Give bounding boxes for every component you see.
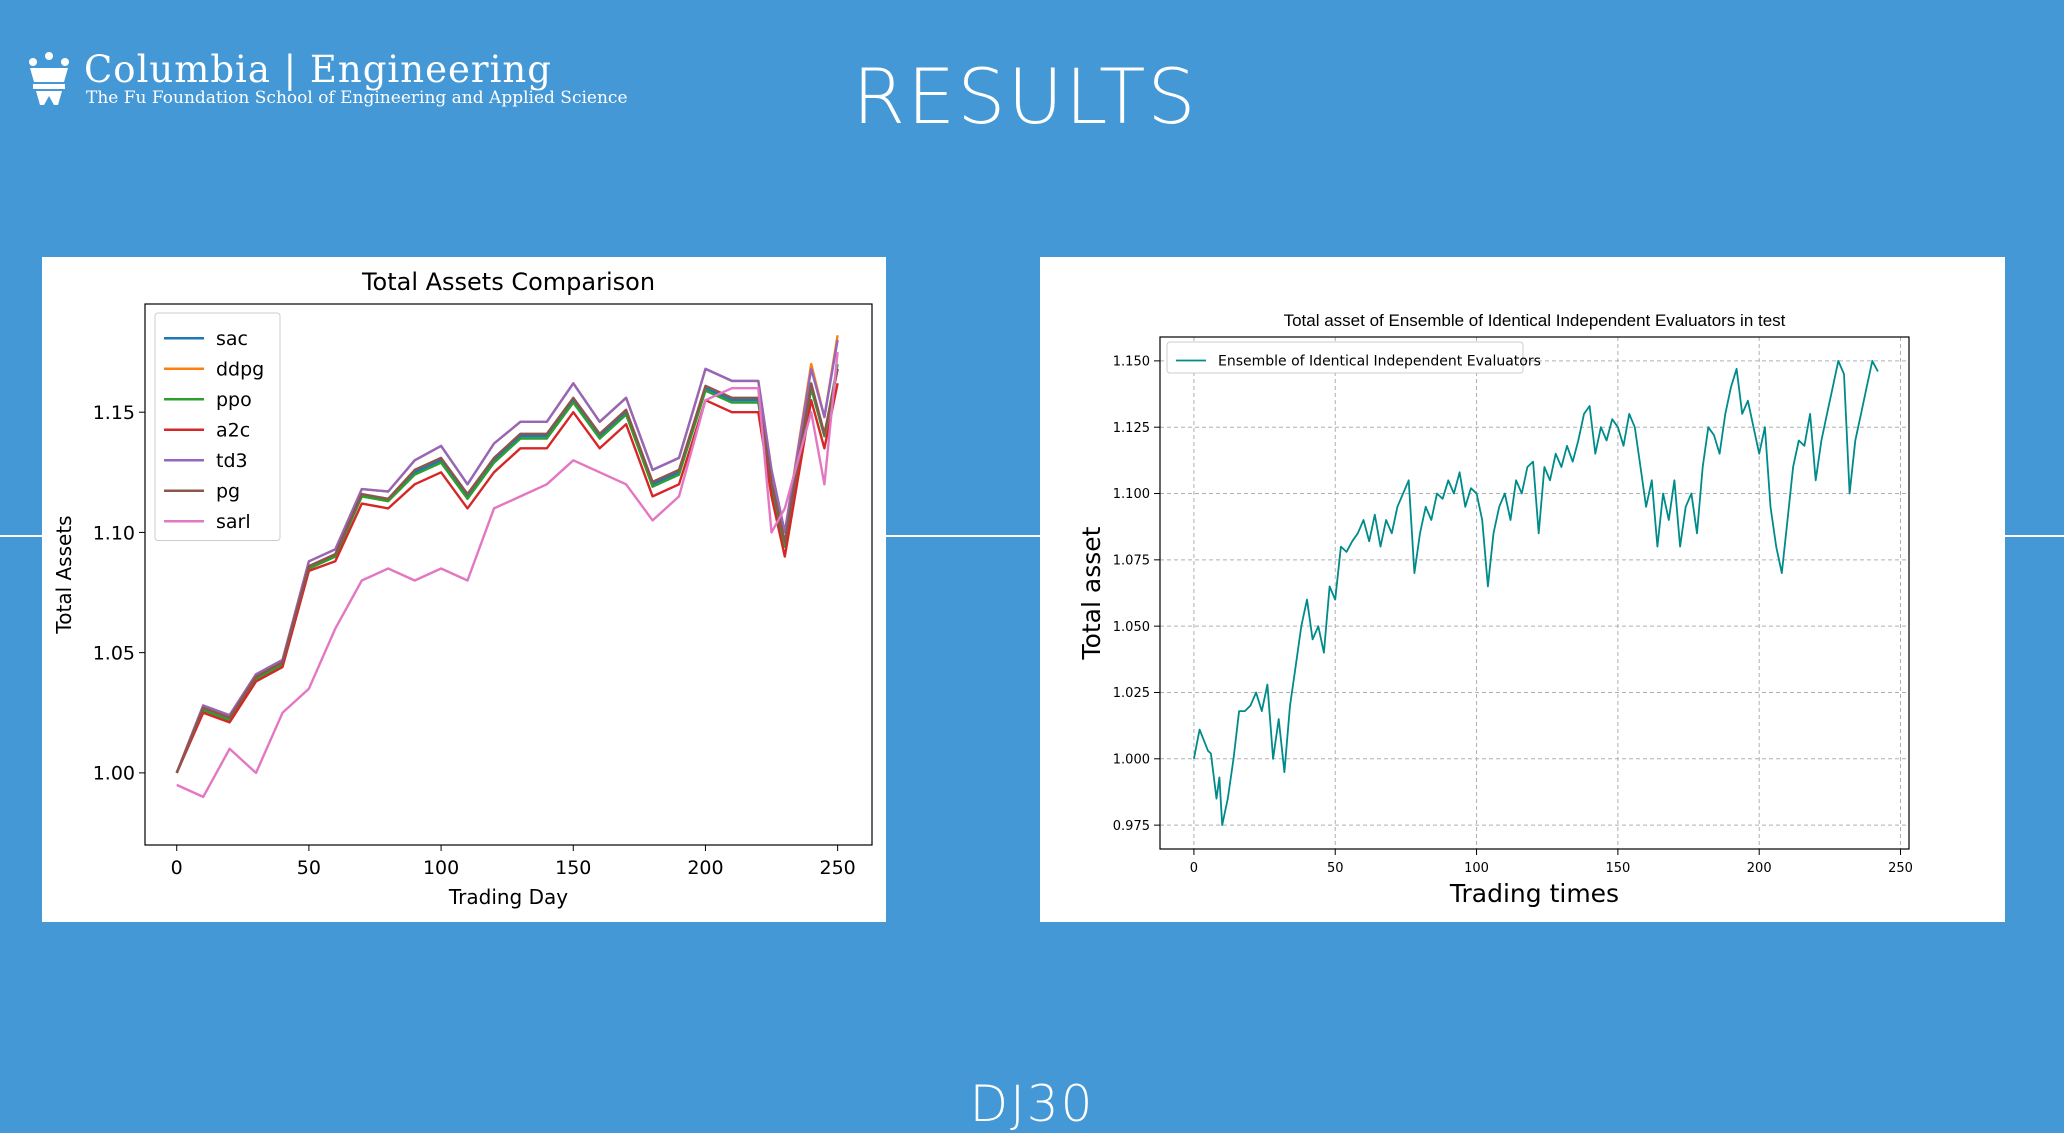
y-tick-label: 1.05 [93, 642, 135, 664]
x-tick-label: 50 [297, 857, 321, 879]
divider-line-middle [886, 535, 1040, 537]
x-tick-label: 100 [423, 857, 459, 879]
y-tick-label: 0.975 [1113, 819, 1150, 834]
crown-icon [29, 52, 69, 105]
series-line-pg [175, 368, 839, 774]
chart-title: Total asset of Ensemble of Identical Ind… [1284, 311, 1786, 330]
legend-label: sarl [216, 511, 251, 533]
logo-secondary-text: The Fu Foundation School of Engineering … [86, 88, 628, 108]
x-tick-label: 100 [1464, 861, 1489, 876]
slide-title: RESULTS [852, 52, 1198, 141]
y-tick-label: 1.10 [93, 522, 135, 544]
x-tick-label: 250 [1888, 861, 1913, 876]
y-tick-label: 1.100 [1113, 487, 1150, 502]
legend-label: ddpg [216, 359, 264, 381]
legend-label: ppo [216, 389, 252, 411]
y-tick-label: 1.025 [1113, 686, 1150, 701]
columbia-engineering-logo: Columbia | Engineering The Fu Foundation… [24, 48, 628, 114]
legend-box [1166, 341, 1524, 374]
x-tick-label: 150 [555, 857, 591, 879]
legend-label: pg [216, 481, 240, 503]
legend-label: td3 [216, 450, 248, 472]
y-axis-label: Total Assets [52, 515, 76, 634]
x-tick-label: 200 [1747, 861, 1772, 876]
legend-label: Ensemble of Identical Independent Evalua… [1218, 354, 1541, 370]
y-axis-label: Total asset [1077, 526, 1106, 660]
x-tick-label: 50 [1327, 861, 1344, 876]
x-tick-label: 0 [1190, 861, 1198, 876]
chart-title: Total Assets Comparison [361, 268, 655, 296]
y-tick-label: 1.00 [93, 763, 135, 785]
series-line-ensemble-of-identical-independent-evaluators [1193, 360, 1879, 826]
x-tick-label: 0 [171, 857, 183, 879]
y-tick-label: 1.125 [1113, 421, 1150, 436]
y-tick-label: 1.000 [1113, 752, 1150, 767]
logo-primary-text: Columbia | Engineering [84, 48, 552, 91]
x-axis-label: Trading times [1449, 879, 1619, 908]
x-tick-label: 200 [687, 857, 723, 879]
divider-line-left [0, 535, 42, 537]
legend-label: sac [216, 328, 248, 350]
chart-1-svg: Total asset of Ensemble of Identical Ind… [1077, 311, 1913, 908]
total-assets-comparison-chart: Total Assets Comparison 0 50 100 150 200 250 1.… [42, 257, 886, 922]
y-tick-label: 1.15 [93, 402, 135, 424]
y-tick-label: 1.075 [1113, 554, 1150, 569]
plot-frame [1159, 336, 1910, 850]
legend-label: a2c [216, 420, 250, 442]
chart-0-svg: Total Assets Comparison 0 50 100 150 200 250 1.… [52, 268, 873, 909]
y-tick-label: 1.150 [1113, 355, 1150, 370]
x-tick-label: 250 [819, 857, 855, 879]
dataset-label: DJ30 [969, 1075, 1095, 1133]
divider-line-right [2005, 535, 2064, 537]
ensemble-total-asset-chart: Total asset of Ensemble of Identical Ind… [1040, 257, 2005, 922]
x-axis-label: Trading Day [448, 885, 568, 909]
series-line-sarl [176, 351, 839, 799]
y-tick-label: 1.050 [1113, 620, 1150, 635]
x-tick-label: 150 [1605, 861, 1630, 876]
plot-frame [144, 303, 873, 846]
